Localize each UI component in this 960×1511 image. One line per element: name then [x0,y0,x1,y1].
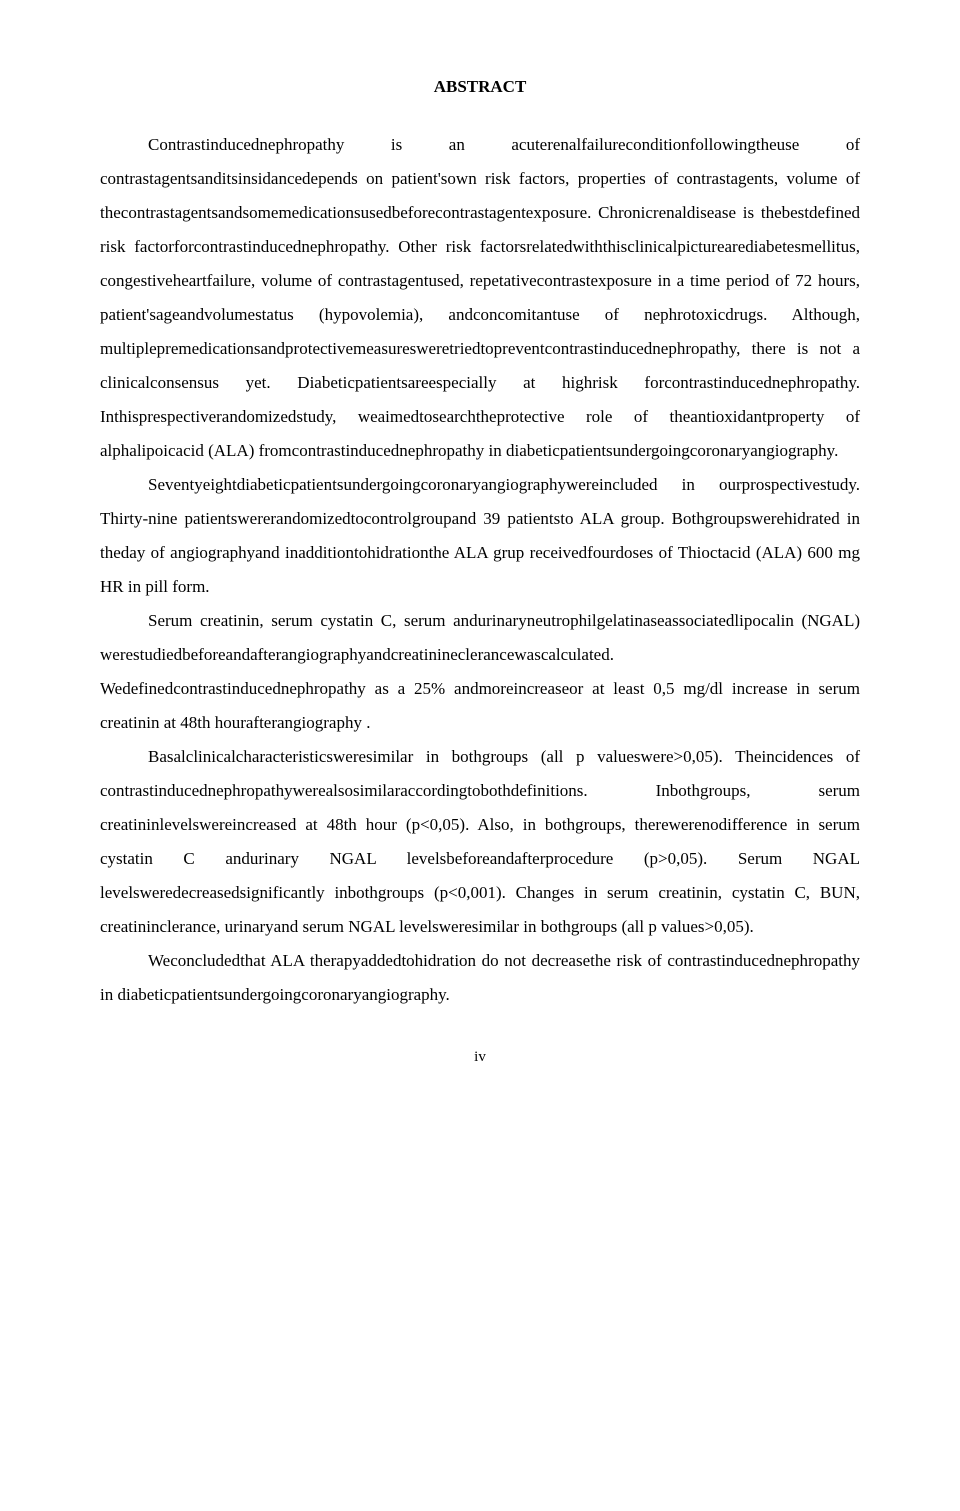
abstract-title: ABSTRACT [100,70,860,104]
abstract-paragraph-3: Serum creatinin, serum cystatin C, serum… [100,604,860,740]
abstract-paragraph-5: Weconcludedthat ALA therapyaddedtohidrat… [100,944,860,1012]
abstract-paragraph-4: Basalclinicalcharacteristicsweresimilar … [100,740,860,944]
abstract-paragraph-2: Seventyeightdiabeticpatientsundergoingco… [100,468,860,604]
abstract-paragraph-1: Contrastinducednephropathy is an acutere… [100,128,860,468]
page-number: iv [100,1042,860,1072]
